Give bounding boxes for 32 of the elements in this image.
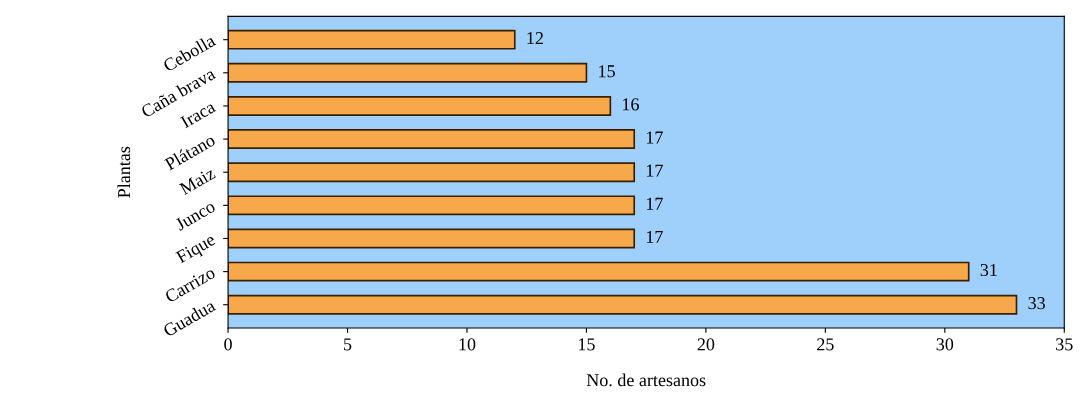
data-label: 12 [527, 32, 543, 45]
y-tick-label: Iraca [179, 100, 217, 129]
x-axis-title: No. de artesanos [586, 373, 706, 387]
data-label: 17 [646, 197, 663, 210]
x-tick-label: 35 [1056, 338, 1073, 351]
bar [228, 62, 588, 83]
data-label: 17 [646, 230, 663, 243]
x-tick-label: 30 [936, 338, 954, 351]
y-tick-label: Junco [174, 200, 216, 231]
y-tick-label: Maiz [178, 166, 217, 196]
bar [228, 29, 516, 50]
data-label: 17 [646, 164, 663, 177]
x-tick-label: 25 [817, 338, 834, 351]
data-label: 15 [599, 65, 615, 78]
x-tick-label: 0 [224, 338, 232, 351]
bar [228, 95, 612, 116]
data-label: 31 [980, 263, 997, 277]
data-label: 17 [646, 131, 663, 144]
x-tick-label: 20 [697, 338, 715, 351]
x-tick-label: 10 [459, 338, 476, 351]
data-label: 33 [1028, 297, 1045, 310]
bar [228, 294, 1018, 315]
x-tick-label: 15 [579, 338, 595, 351]
bar [228, 129, 636, 150]
bar [228, 261, 970, 282]
bar [228, 162, 636, 183]
bar [228, 228, 636, 249]
data-label: 16 [623, 98, 639, 111]
x-tick-label: 5 [344, 338, 352, 351]
y-tick-label: Fique [175, 233, 218, 267]
y-axis-title: Plantas [117, 146, 131, 198]
bar [228, 195, 636, 216]
